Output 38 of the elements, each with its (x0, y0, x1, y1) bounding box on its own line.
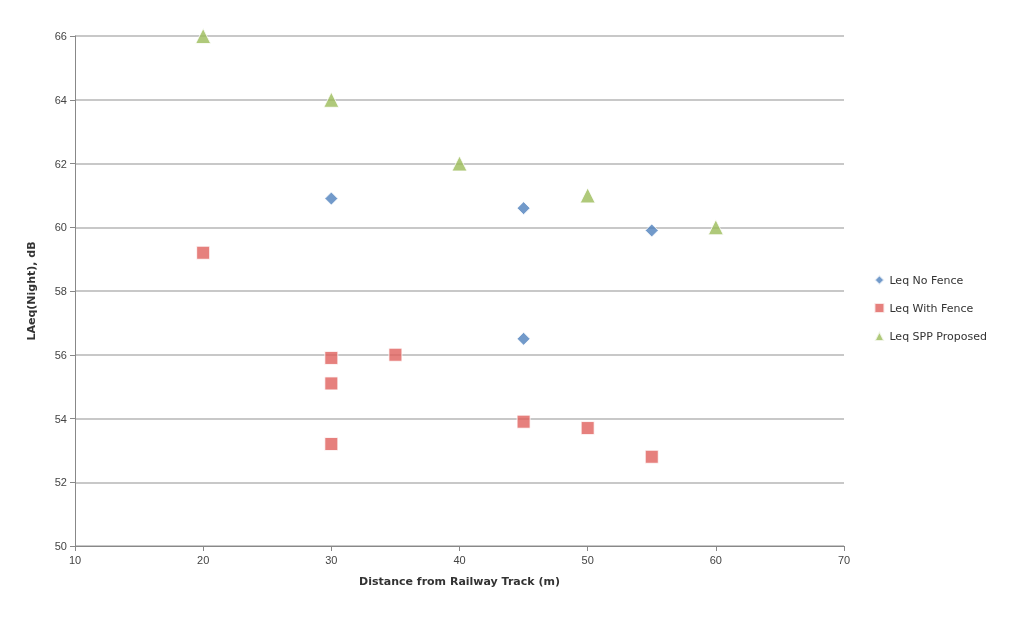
x-tick-label: 20 (197, 553, 210, 566)
x-tick-label: 70 (837, 553, 851, 566)
point (324, 350, 339, 365)
point (516, 414, 531, 429)
point (516, 201, 531, 216)
point (644, 223, 659, 238)
y-tick-label: 58 (54, 285, 67, 297)
point (388, 347, 403, 362)
point (644, 449, 659, 464)
point (323, 91, 340, 108)
x-tick-label: 30 (325, 553, 338, 566)
x-tick-label: 10 (68, 553, 82, 566)
x-tick-label: 60 (709, 553, 722, 566)
legend-label: Leq With Fence (889, 301, 974, 315)
point (707, 219, 724, 236)
y-tick-label: 64 (54, 93, 67, 106)
point (196, 245, 211, 260)
x-tick-label: 50 (581, 553, 594, 566)
y-tick-label: 60 (54, 221, 67, 234)
point (580, 421, 595, 436)
legend-label: Leq SPP Proposed (889, 329, 988, 343)
point (324, 376, 339, 391)
y-tick-label: 52 (54, 476, 67, 489)
point (451, 155, 468, 172)
legend-label: Leq No Fence (889, 273, 964, 287)
y-tick-label: 66 (54, 30, 67, 42)
point (579, 187, 596, 204)
y-axis-title: LAeq(Night), dB (25, 241, 38, 341)
y-tick-label: 62 (54, 157, 67, 170)
point (324, 437, 339, 451)
x-axis-title: Distance from Railway Track (m) (359, 575, 560, 588)
x-tick-label: 40 (453, 553, 466, 566)
y-tick-label: 56 (54, 348, 67, 361)
y-tick-label: 50 (54, 540, 67, 552)
point (324, 191, 339, 206)
y-tick-label: 54 (54, 412, 67, 425)
point (195, 28, 212, 44)
point (516, 331, 531, 346)
